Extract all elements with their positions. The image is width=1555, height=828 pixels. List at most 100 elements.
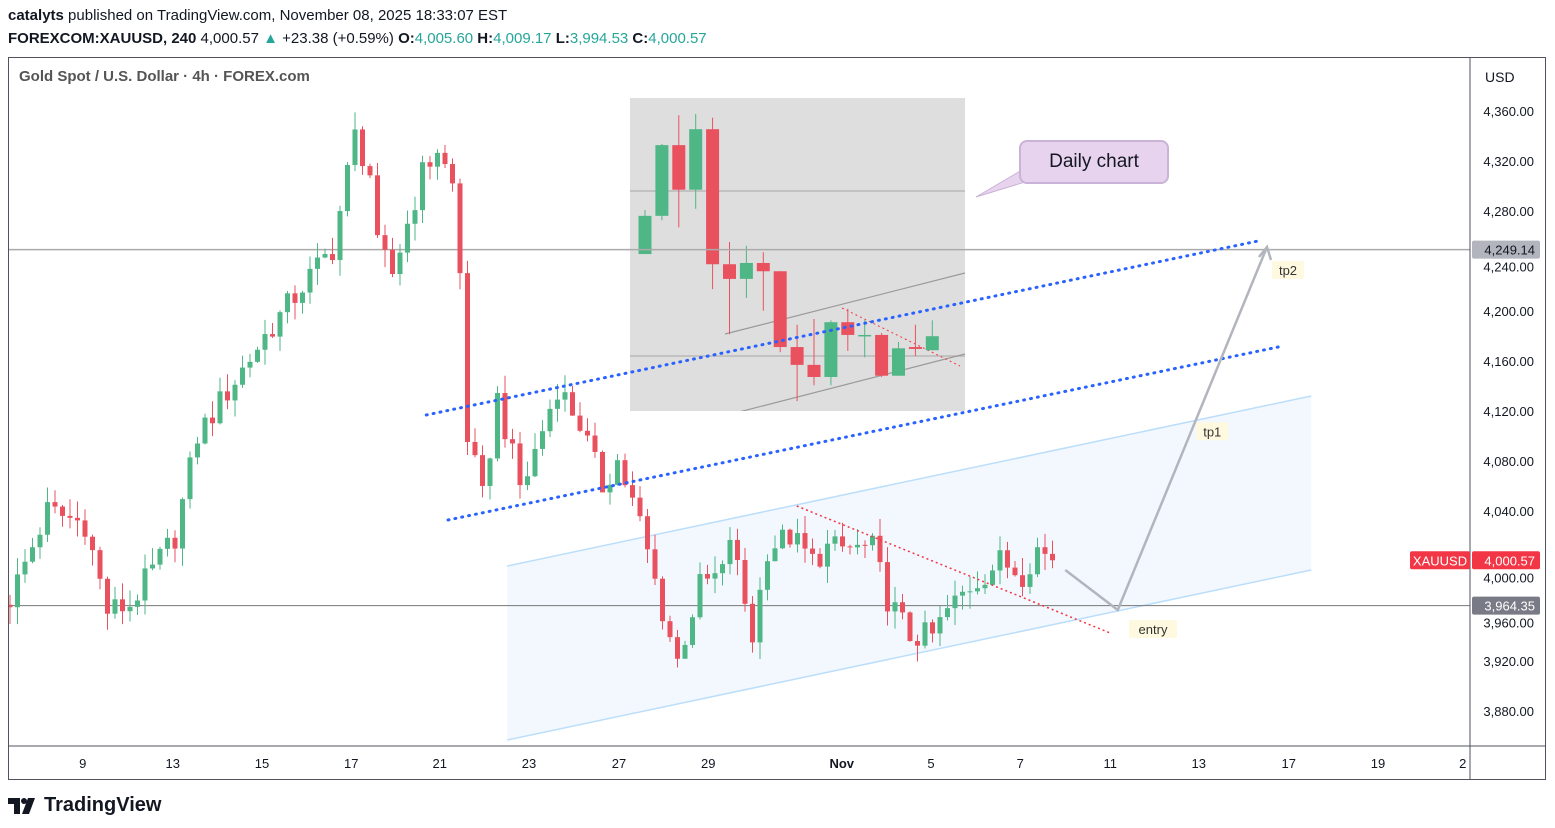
inset-candle-body [925, 336, 939, 351]
label-bg-tp1 [1196, 422, 1229, 441]
candle-body [892, 602, 898, 612]
candle-body [397, 252, 403, 275]
candle-body [1035, 547, 1040, 575]
candle-body [157, 548, 163, 565]
label-bg-tp2 [1272, 261, 1304, 279]
candle-body [412, 210, 418, 224]
price-tick-label: 4,280.00 [1483, 204, 1534, 219]
candle-body [712, 573, 718, 579]
candle-body [870, 535, 875, 546]
candle-body [270, 334, 275, 337]
candle-body [817, 553, 823, 567]
candle-body [502, 393, 508, 440]
time-tick-label: 13 [1192, 756, 1206, 771]
candle-body [180, 499, 185, 549]
candle-body [150, 564, 155, 569]
candle-body [832, 536, 838, 544]
price-label-resistance-bg [1472, 240, 1540, 259]
time-tick-label: Nov [829, 756, 854, 771]
time-tick-label: 17 [1282, 756, 1296, 771]
up-arrow-icon: ▲ [263, 30, 278, 47]
tradingview-logo: TradingView [8, 794, 161, 817]
candle-body [1027, 574, 1033, 587]
time-tick-label: 17 [344, 756, 358, 771]
candle-body [1005, 550, 1010, 568]
price-tick-label: 3,960.00 [1483, 616, 1534, 631]
candle-body [315, 257, 320, 269]
candle-body [907, 612, 913, 642]
upper-dotted-trendline [424, 239, 1260, 417]
price-label-last: 4,000.57 [1484, 553, 1535, 568]
candle-body [120, 599, 125, 612]
candle-body [390, 249, 395, 275]
candle-body [52, 502, 58, 507]
time-tick-label: 23 [522, 756, 536, 771]
chart-frame[interactable] [8, 57, 1546, 780]
currency-label[interactable]: USD [1485, 69, 1515, 85]
price-tick-label: 4,160.00 [1483, 354, 1534, 369]
candle-body [592, 435, 598, 452]
price-tick-label: 3,880.00 [1483, 704, 1534, 719]
publish-info: catalyts published on TradingView.com, N… [8, 7, 507, 25]
candle-body [217, 391, 223, 424]
label-bg-entry [1129, 620, 1177, 638]
candle-body [172, 537, 178, 549]
candle-body [300, 292, 305, 303]
symbol-tag-bg [1410, 551, 1470, 570]
tradingview-logo-icon [8, 797, 35, 814]
inset-candle-body [790, 347, 804, 365]
candle-body [352, 129, 358, 166]
candle-body [532, 448, 538, 477]
candle-body [1020, 575, 1025, 587]
candle-body [292, 293, 298, 303]
time-tick-label: 5 [927, 756, 934, 771]
change: +23.38 (+0.59%) [282, 30, 394, 47]
inset-candle-body [892, 348, 905, 376]
author[interactable]: catalyts [8, 7, 64, 24]
candle-body [720, 564, 725, 574]
price-label-support-bg [1472, 596, 1540, 615]
candle-body [232, 384, 238, 401]
candle-body [600, 451, 605, 493]
candle-body [480, 455, 485, 486]
inset-candle-body [706, 129, 720, 265]
callout-daily-chart: Daily chart [1019, 140, 1169, 184]
candle-body [577, 415, 583, 431]
inset-candle-body [908, 347, 922, 349]
candle-body [945, 608, 950, 618]
inset-candle-body [773, 271, 787, 348]
time-tick-label: 27 [612, 756, 626, 771]
candle-body [465, 273, 470, 442]
candle-body [735, 539, 740, 561]
price-label-last-bg [1472, 551, 1540, 570]
candle-body [187, 457, 193, 500]
inset-candle-body [807, 364, 821, 377]
candle-body [517, 443, 523, 486]
callout-tail [975, 169, 1026, 198]
candle-body [307, 268, 313, 293]
time-tick-label: 21 [433, 756, 447, 771]
candle-body [240, 367, 245, 385]
candle-body [660, 578, 665, 622]
candle-body [885, 562, 890, 612]
price-tick-label: 4,120.00 [1483, 404, 1534, 419]
candle-body [82, 520, 88, 537]
channel-upper-line [507, 395, 1312, 567]
candle-body [1042, 547, 1048, 554]
symbol-tag: XAUUSD [1413, 553, 1467, 568]
candle-body [930, 622, 935, 634]
ohlc-bar: FOREXCOM:XAUUSD, 240 4,000.57 ▲ +23.38 (… [8, 30, 707, 48]
candle-body [690, 617, 695, 645]
channel-lower-line [507, 569, 1312, 741]
candle-body [112, 599, 118, 614]
chart-legend: Gold Spot / U.S. Dollar · 4h · FOREX.com [19, 68, 310, 85]
candle-body [457, 183, 463, 274]
price-label-support: 3,964.35 [1484, 599, 1535, 614]
time-tick-label: 9 [79, 756, 86, 771]
candle-body [247, 361, 253, 368]
candle-body [900, 602, 905, 613]
candle-body [952, 595, 958, 609]
candle-body [15, 574, 20, 608]
price-label-resistance: 4,249.14 [1484, 243, 1535, 258]
